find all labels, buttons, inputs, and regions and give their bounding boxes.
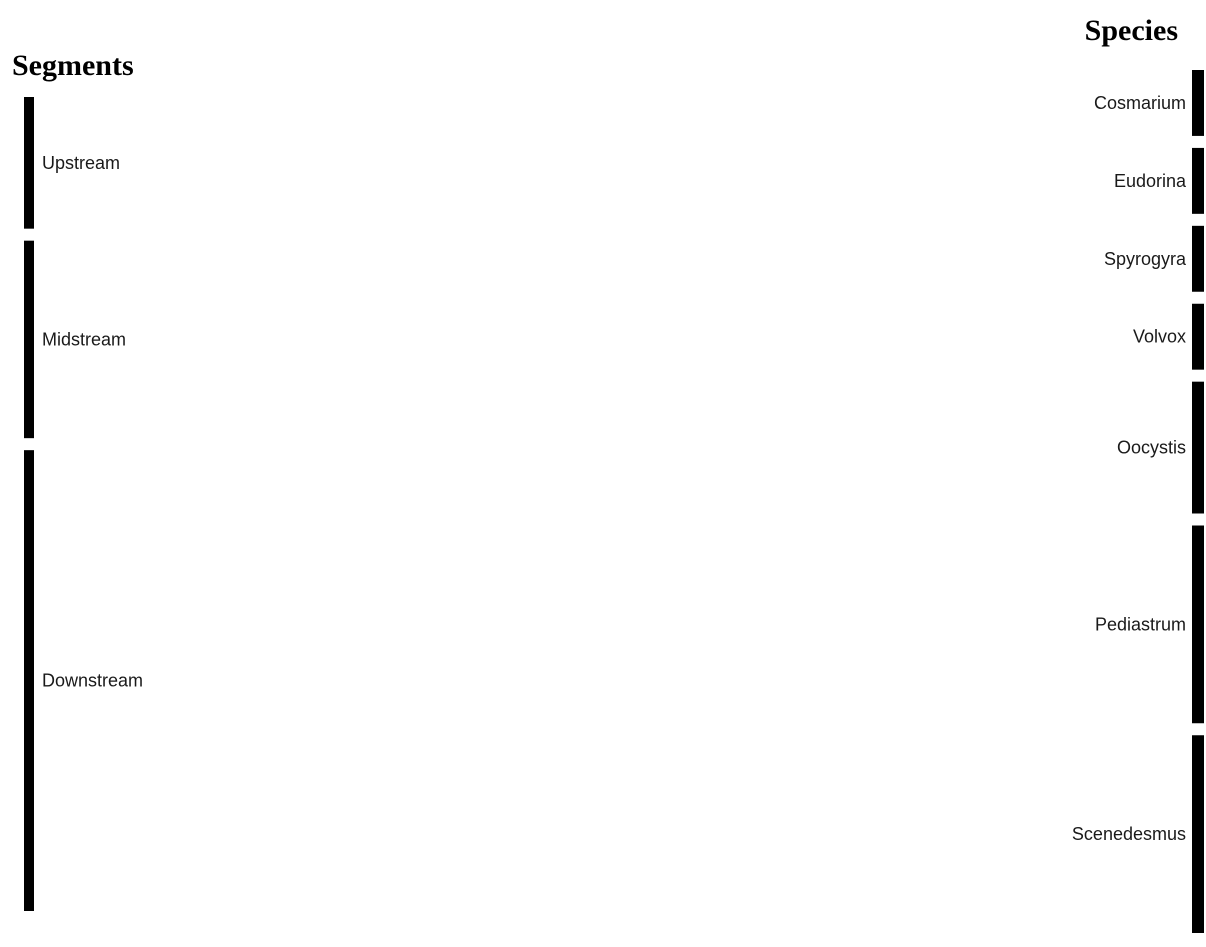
flow-downstream-oocystis (34, 448, 1192, 780)
node-label-midstream: Midstream (42, 329, 126, 349)
flow-midstream-oocystis (34, 241, 1192, 448)
node-label-spyrogyra: Spyrogyra (1104, 249, 1187, 269)
node-bar-cosmarium (1192, 70, 1204, 136)
node-label-downstream: Downstream (42, 671, 143, 691)
flow-downstream-volvox (34, 304, 1192, 714)
node-bar-spyrogyra (1192, 225, 1204, 292)
flow-downstream-pediastrum (34, 657, 1192, 845)
flow-midstream-pediastrum (34, 307, 1192, 658)
flow-downstream-spyrogyra (34, 226, 1192, 648)
flow-upstream-scenedesmus (34, 163, 1192, 801)
node-label-pediastrum: Pediastrum (1095, 614, 1186, 634)
flow-downstream-scenedesmus (34, 845, 1192, 933)
segments-header: Segments (12, 49, 134, 82)
node-layer: Upstream Midstream Downstream Cosmarium Eudo… (24, 70, 1204, 933)
node-bar-scenedesmus (1192, 735, 1204, 933)
flow-midstream-scenedesmus (34, 372, 1192, 867)
node-bar-upstream (24, 97, 34, 229)
node-label-volvox: Volvox (1133, 327, 1186, 347)
node-label-upstream: Upstream (42, 153, 120, 173)
node-bar-pediastrum (1192, 525, 1204, 724)
node-bar-eudorina (1192, 147, 1204, 214)
node-bar-volvox (1192, 303, 1204, 370)
node-bar-oocystis (1192, 381, 1204, 514)
flow-downstream-eudorina (34, 148, 1192, 582)
node-bar-downstream (24, 450, 34, 911)
node-label-scenedesmus: Scenedesmus (1072, 824, 1186, 844)
node-bar-midstream (24, 240, 34, 439)
flow-upstream-pediastrum (34, 97, 1192, 591)
flow-downstream-cosmarium (34, 70, 1192, 516)
flow-layer (34, 70, 1192, 933)
node-label-eudorina: Eudorina (1114, 171, 1187, 191)
species-header: Species (1085, 14, 1178, 47)
node-label-oocystis: Oocystis (1117, 438, 1186, 458)
node-label-cosmarium: Cosmarium (1094, 93, 1186, 113)
